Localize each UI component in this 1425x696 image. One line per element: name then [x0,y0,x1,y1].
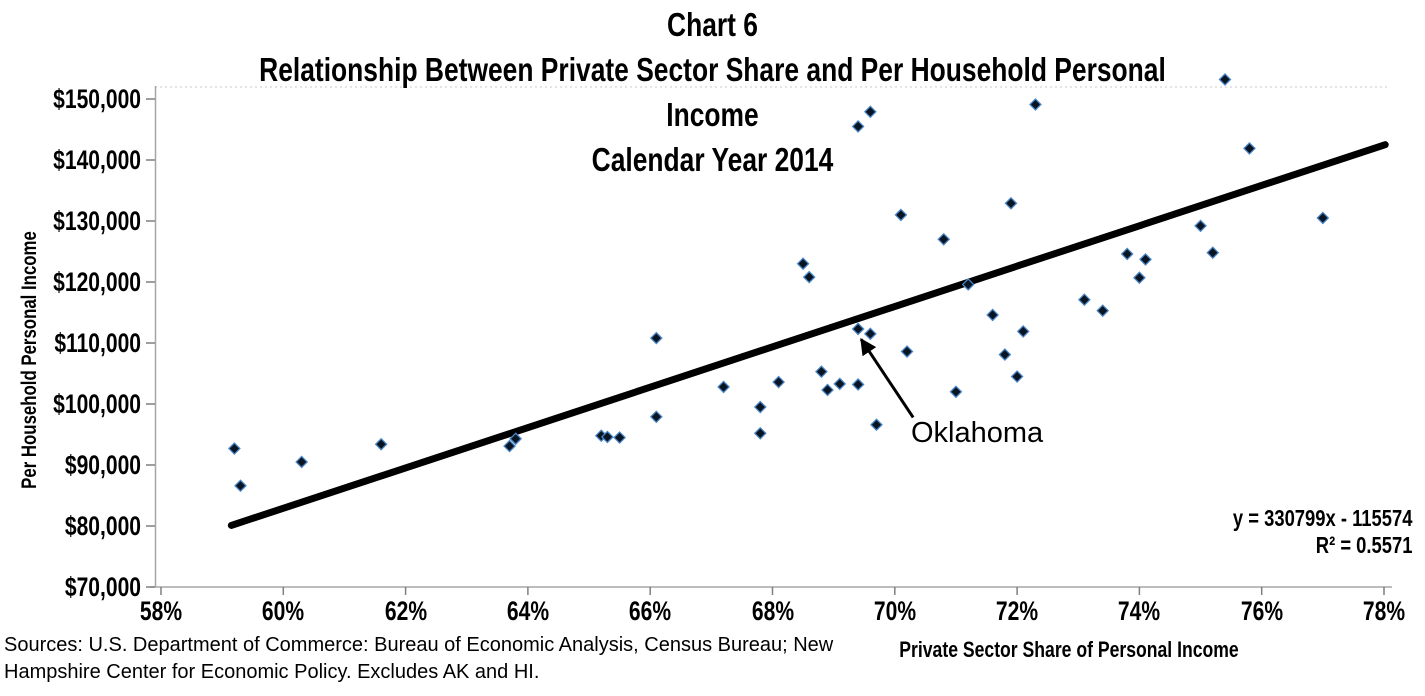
x-tick-label: 68% [751,596,794,626]
trendline [227,141,1389,529]
data-point [1139,253,1152,266]
data-point [753,426,767,440]
data-point [949,385,963,399]
data-point [509,432,523,446]
data-point [998,348,1012,362]
trendline-equation: y = 330799x - 115574 [1232,505,1412,531]
chart-number: Chart 6 [667,6,758,43]
x-tick-label: 64% [506,596,549,626]
data-point [833,377,847,391]
x-tick-label: 60% [262,596,305,626]
source-note: Sources: U.S. Department of Commerce: Bu… [4,632,833,686]
data-point [863,105,877,119]
x-tick-label: 74% [1118,596,1161,626]
chart-title-line-1: Relationship Between Private Sector Shar… [259,51,1166,88]
y-tick-label: $140,000 [53,145,141,175]
source-note-line-2: Hampshire Center for Economic Policy. Ex… [4,661,540,683]
data-point [600,430,614,444]
x-tick-label: 62% [384,596,427,626]
trendline-equation-block: y = 330799x - 115574 R² = 0.5571 [1232,505,1412,559]
data-point [796,257,810,271]
title-block: Chart 6 Relationship Between Private Sec… [0,2,1425,182]
data-point [1132,271,1146,285]
data-point [1243,141,1256,155]
x-tick-label: 66% [629,596,672,626]
y-tick-label: $150,000 [53,84,141,114]
data-point [374,437,388,451]
data-point [503,439,516,453]
x-tick-label: 70% [873,596,916,626]
data-point [815,365,828,379]
data-point [717,380,730,394]
data-point [234,479,247,493]
data-point [1010,370,1024,383]
data-point [1316,211,1330,225]
data-point [851,378,865,391]
data-point [649,331,663,345]
source-note-line-1: Sources: U.S. Department of Commerce: Bu… [4,634,834,656]
data-point [1016,324,1030,338]
x-tick-label: 72% [996,596,1039,626]
x-tick-label: 58% [139,596,183,626]
data-point [753,400,767,414]
data-point [1206,246,1220,260]
data-point [1096,304,1110,318]
x-tick-label: 78% [1362,596,1406,626]
y-tick-label: $130,000 [53,206,141,236]
data-point [863,327,877,341]
data-point [227,442,241,455]
oklahoma-arrow [859,337,915,419]
y-tick-label: $100,000 [53,389,141,419]
data-point [821,383,834,397]
data-point [649,410,663,424]
y-tick-label: $80,000 [64,511,141,541]
data-point [802,270,816,284]
data-point [961,278,975,291]
x-tick-label: 76% [1240,596,1283,626]
data-point [1194,219,1207,233]
chart-subtitle: Calendar Year 2014 [591,141,834,178]
data-point [851,120,865,133]
data-point [894,208,908,222]
data-point [1029,98,1042,111]
y-tick-label: $110,000 [54,328,141,358]
data-point [1004,196,1018,210]
y-tick-label: $120,000 [53,267,141,297]
data-point [986,308,1000,322]
data-point [772,375,786,389]
data-point [900,345,914,358]
y-tick-label: $90,000 [64,450,141,480]
data-point [613,431,627,444]
x-axis-title: Private Sector Share of Personal Income [899,637,1239,662]
data-point [870,418,883,432]
chart-title-line-2: Income [666,96,759,133]
oklahoma-annotation-label: Oklahoma [911,417,1044,449]
data-point [1218,73,1232,86]
data-point [937,232,951,246]
data-point-oklahoma [851,322,865,336]
data-point [1077,293,1091,307]
y-tick-label: $70,000 [64,572,141,602]
r-squared-value: R² = 0.5571 [1315,532,1412,558]
data-point [295,455,309,469]
data-point [1120,247,1134,261]
